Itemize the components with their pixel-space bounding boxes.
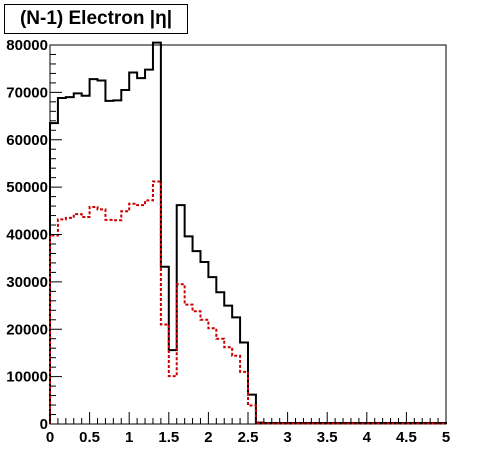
y-tick-label: 70000 [6,84,48,101]
x-tick-label: 4.5 [396,429,417,446]
x-tick-label: 2 [204,429,212,446]
series-layer [49,41,447,425]
x-tick-label: 3.5 [317,429,338,446]
x-tick-label: 2.5 [238,429,259,446]
y-tick-label: 60000 [6,132,48,149]
y-tick-label: 20000 [6,321,48,338]
y-tick-label: 10000 [6,369,48,386]
y-tick-label: 30000 [6,274,48,291]
chart-title: (N-1) Electron |η| [4,4,188,34]
axis-layer: 0 0.5 1 1.5 2 2.5 3 3.5 4 4.5 5 0 10000 20000 30000 400… [6,37,450,446]
x-tick-label: 0 [46,429,54,446]
series-1-line [49,180,447,425]
y-tick-label: 80000 [6,37,48,54]
y-tick-label: 40000 [6,227,48,244]
x-tick-label: 3 [283,429,291,446]
x-tick-label: 5 [442,429,450,446]
series-0-line [49,41,447,425]
x-tick-label: 0.5 [79,429,100,446]
x-tick-label: 4 [363,429,372,446]
y-tick-label: 50000 [6,179,48,196]
x-tick-label: 1.5 [158,429,179,446]
x-tick-label: 1 [125,429,133,446]
y-tick-label: 0 [40,416,48,433]
